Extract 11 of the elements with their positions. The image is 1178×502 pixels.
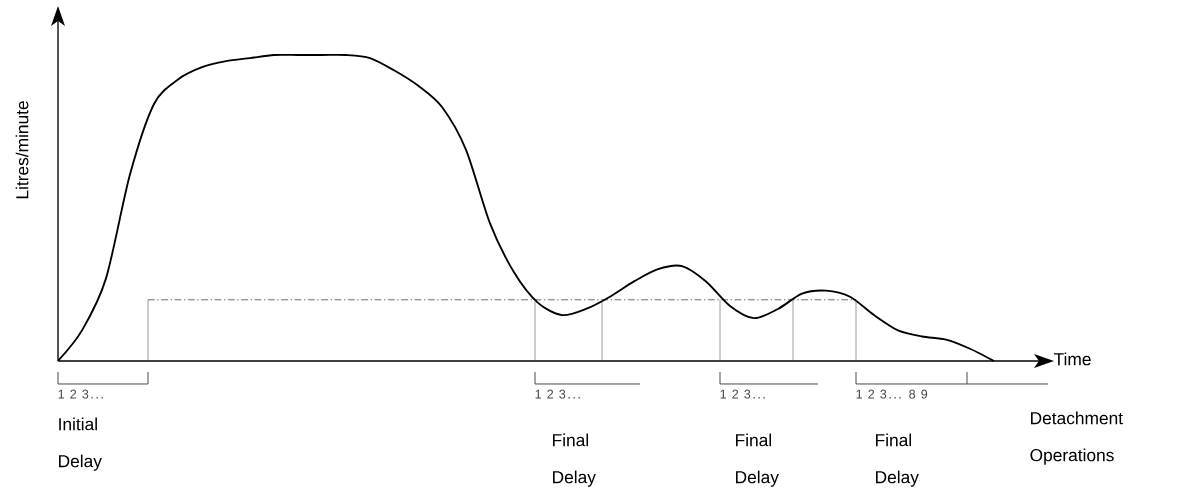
text: Detachment Operations (1030, 411, 1123, 465)
text: 1 2 3... 8 9 (856, 389, 928, 399)
text: 1 2 3... (535, 389, 580, 399)
y-axis-title: Litres/minute (15, 101, 29, 199)
x-axis-title: Time (1054, 352, 1091, 366)
text: Initial Delay (59, 417, 102, 471)
text: Final Delay (876, 433, 919, 487)
text: Final Delay (736, 433, 779, 487)
text: Final Delay (553, 433, 596, 487)
text: 1 2 3... (720, 389, 765, 399)
text: 1 2 3... (58, 389, 103, 399)
